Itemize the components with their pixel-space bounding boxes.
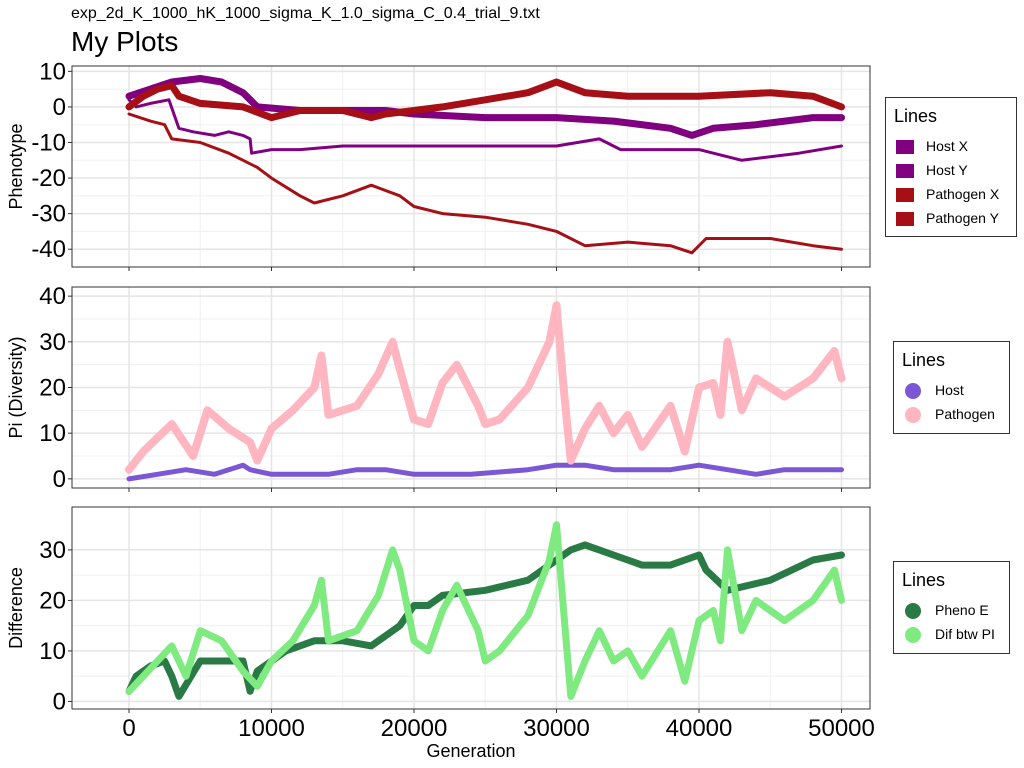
legend-swatch <box>896 212 914 227</box>
legend-label: Pathogen <box>935 406 995 422</box>
legend-item-pathogen: Pathogen <box>904 404 995 424</box>
x-axis-label: Generation <box>426 741 515 761</box>
legend-phenotype: Lines Host X Host Y Pathogen X Pathogen … <box>885 97 1017 237</box>
y-tick-label: 20 <box>39 375 66 402</box>
legend-swatch <box>905 603 921 620</box>
chart-title: My Plots <box>71 26 179 57</box>
legend-title: Lines <box>902 350 946 370</box>
y-tick-label: 40 <box>39 283 66 310</box>
legend-item-host: Host <box>904 380 964 400</box>
panel-border-difference <box>71 506 871 710</box>
legend-label: Host <box>935 382 964 398</box>
y-tick-label: -40 <box>31 236 66 263</box>
y-axis-label-difference: Difference <box>6 567 26 649</box>
legend-title: Lines <box>894 106 938 126</box>
legend-label: Pheno E <box>935 602 989 618</box>
x-tick-label: 50000 <box>808 715 875 742</box>
legend-item-pheno-e: Pheno E <box>904 600 989 620</box>
legend-swatch <box>905 407 921 424</box>
legend-swatch <box>896 188 914 203</box>
legend-diversity: Lines Host Pathogen <box>893 341 1010 434</box>
legend-difference: Lines Pheno E Dif btw PI <box>893 561 1010 654</box>
x-tick-label: 30000 <box>523 715 590 742</box>
y-axis-label-diversity: Pi (Diversity) <box>6 337 26 439</box>
y-tick-label: 20 <box>39 587 66 614</box>
y-tick-label: -30 <box>31 201 66 228</box>
legend-label: Pathogen Y <box>926 210 999 226</box>
legend-label: Pathogen X <box>926 186 1000 202</box>
y-tick-label: 30 <box>39 329 66 356</box>
legend-item-dif-btw-pi: Dif btw PI <box>904 624 995 644</box>
legend-swatch <box>896 164 914 179</box>
legend-item-pathogen-x: Pathogen X <box>896 184 999 204</box>
legend-item-pathogen-y: Pathogen Y <box>896 208 999 228</box>
legend-swatch <box>905 627 921 644</box>
series-line-host-y <box>127 98 843 162</box>
y-tick-label: -10 <box>31 129 66 156</box>
series-line-pheno-e <box>125 541 845 700</box>
y-tick-label: 0 <box>53 466 66 493</box>
y-tick-label: 10 <box>39 58 66 85</box>
y-tick-label: 10 <box>39 420 66 447</box>
legend-item-host-y: Host Y <box>896 160 968 180</box>
x-tick-label: 40000 <box>666 715 733 742</box>
y-axis-label-phenotype: Phenotype <box>6 123 26 209</box>
series-line-pathogen <box>125 301 846 474</box>
y-tick-label: 10 <box>39 638 66 665</box>
legend-swatch <box>905 383 921 400</box>
y-tick-label: 0 <box>53 94 66 121</box>
legend-label: Dif btw PI <box>935 626 995 642</box>
y-tick-label: 30 <box>39 537 66 564</box>
x-tick-label: 0 <box>122 715 135 742</box>
series-line-pathogen-y <box>127 112 843 255</box>
legend-swatch <box>896 140 914 155</box>
legend-item-host-x: Host X <box>896 136 968 156</box>
x-tick-label: 20000 <box>381 715 448 742</box>
series-line-pathogen-x <box>125 78 845 122</box>
series-line-host <box>126 462 844 482</box>
legend-label: Host Y <box>926 162 968 178</box>
panel-border-phenotype <box>71 65 871 268</box>
series-line-dif-btw-pi <box>125 521 845 700</box>
y-tick-label: 0 <box>53 688 66 715</box>
legend-title: Lines <box>902 570 946 590</box>
x-tick-label: 10000 <box>238 715 305 742</box>
y-tick-label: -20 <box>31 165 66 192</box>
chart-subtitle: exp_2d_K_1000_hK_1000_sigma_K_1.0_sigma_… <box>71 5 540 22</box>
legend-label: Host X <box>926 138 969 154</box>
